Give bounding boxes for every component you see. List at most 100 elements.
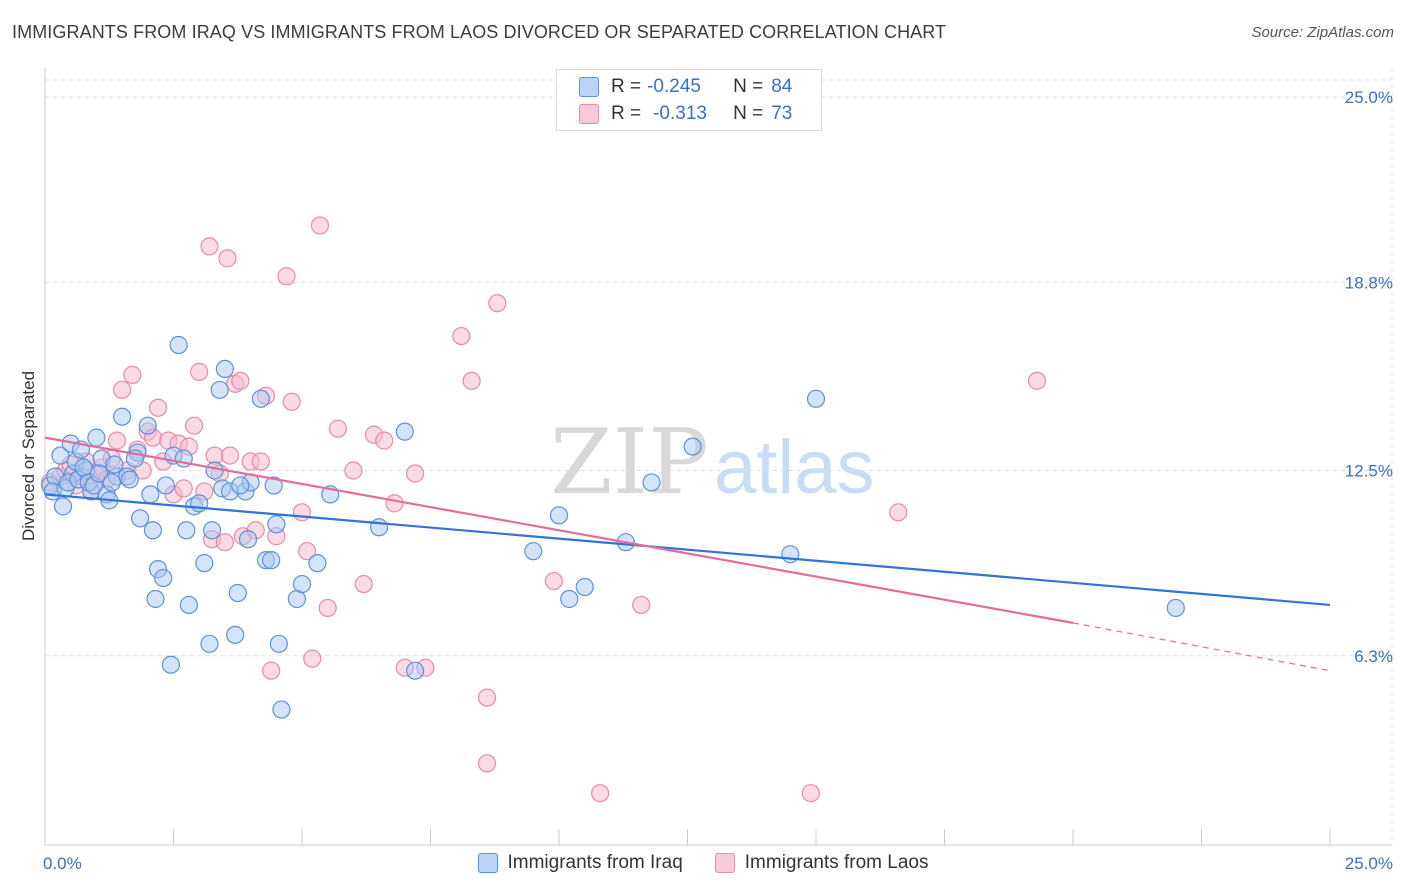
- laos-trend-line: [44, 436, 1074, 624]
- legend-n-value: 84: [771, 76, 793, 97]
- laos-point: [251, 452, 270, 471]
- laos-point: [190, 362, 209, 381]
- iraq-point: [549, 506, 569, 525]
- iraq-point: [177, 521, 196, 540]
- laos-point: [477, 754, 497, 773]
- iraq-point: [292, 574, 312, 594]
- laos-point: [174, 479, 193, 498]
- legend-n-value: 73: [771, 103, 793, 124]
- laos-point: [405, 464, 425, 483]
- iraq-point: [210, 380, 229, 399]
- series-legend-label: Immigrants from Iraq: [507, 852, 683, 873]
- iraq-point: [264, 476, 283, 495]
- trend-lines: [44, 436, 1331, 672]
- chart-title: IMMIGRANTS FROM IRAQ VS IMMIGRANTS FROM …: [12, 22, 947, 42]
- laos-point: [184, 416, 204, 435]
- iraq-point: [156, 476, 175, 495]
- laos-point: [375, 431, 394, 450]
- legend-r-label: R =: [611, 76, 642, 97]
- laos-point: [298, 542, 317, 561]
- iraq-point: [1166, 598, 1185, 618]
- y-tick-label: 6.3%: [1354, 647, 1393, 666]
- laos-point: [344, 461, 363, 480]
- series-legend-label: Immigrants from Laos: [744, 852, 929, 873]
- laos-point: [220, 446, 240, 465]
- iraq-point: [202, 521, 222, 540]
- laos-point: [477, 688, 497, 707]
- iraq-point: [89, 464, 109, 483]
- y-tick-label: 18.8%: [1345, 273, 1393, 292]
- iraq-point: [154, 568, 173, 588]
- watermark: ZIP atlas: [550, 410, 875, 515]
- iraq-points: [41, 335, 1185, 719]
- series-legend-iraq: Immigrants from Iraq: [477, 852, 683, 874]
- iraq-point: [267, 515, 286, 534]
- laos-point: [277, 267, 296, 286]
- iraq-point: [105, 455, 124, 474]
- laos-point: [148, 398, 168, 417]
- iraq-point: [179, 595, 199, 615]
- iraq-swatch: [477, 853, 498, 873]
- iraq-point: [143, 521, 163, 540]
- laos-point: [123, 365, 142, 384]
- laos-point: [215, 533, 234, 552]
- laos-swatch: [714, 853, 735, 873]
- laos-point: [385, 494, 404, 513]
- laos-point: [452, 326, 471, 346]
- legend-r-value: -0.313: [653, 103, 707, 124]
- legend-n-label: N =: [733, 76, 764, 97]
- legend-row-laos: R = -0.313 N = 73: [579, 100, 792, 128]
- iraq-point: [269, 634, 288, 653]
- laos-point: [218, 249, 237, 268]
- laos-trend-extension: [1072, 622, 1331, 672]
- legend-row-iraq: R = -0.245 N = 84: [579, 73, 792, 101]
- iraq-point: [215, 359, 234, 379]
- iraq-trend-line: [44, 493, 1331, 607]
- laos-point: [112, 380, 132, 399]
- iraq-point: [205, 461, 224, 480]
- laos-point: [292, 503, 312, 522]
- iraq-point: [405, 661, 425, 680]
- iraq-point: [195, 554, 214, 573]
- laos-point: [200, 237, 219, 256]
- laos-point: [107, 431, 127, 450]
- iraq-point: [262, 551, 281, 570]
- source-credit: Source: ZipAtlas.com: [1251, 24, 1394, 41]
- iraq-point: [190, 494, 209, 513]
- y-tick-label: 25.0%: [1345, 88, 1393, 107]
- watermark-zip: ZIP: [550, 410, 709, 515]
- watermark-atlas: atlas: [714, 425, 875, 510]
- laos-point: [462, 371, 481, 390]
- legend-r-label: R =: [611, 103, 642, 124]
- x-tick-labels: 0.0% 25.0%: [43, 854, 1393, 873]
- laos-point: [303, 649, 322, 668]
- iraq-point: [395, 422, 414, 441]
- iraq-point: [524, 542, 543, 561]
- iraq-point: [138, 416, 157, 435]
- iraq-point: [308, 554, 327, 573]
- laos-point: [544, 571, 563, 591]
- legend-r-value: -0.245: [647, 76, 701, 97]
- iraq-point: [53, 497, 73, 516]
- iraq-point: [806, 389, 826, 408]
- iraq-point: [231, 476, 250, 495]
- series-legend: Immigrants from Iraq Immigrants from Lao…: [0, 852, 1406, 874]
- x-tick-label: 25.0%: [1345, 854, 1393, 873]
- iraq-point: [238, 530, 258, 549]
- iraq-point: [560, 589, 579, 609]
- laos-point: [231, 371, 250, 390]
- iraq-point: [370, 518, 389, 537]
- x-tick-label: 0.0%: [43, 854, 82, 873]
- laos-point: [1027, 371, 1047, 390]
- iraq-point: [226, 625, 245, 644]
- laos-point: [591, 784, 610, 803]
- laos-point: [282, 392, 301, 411]
- laos-point: [262, 661, 281, 680]
- iraq-point: [575, 577, 594, 597]
- laos-point: [318, 598, 337, 618]
- laos-point: [328, 419, 348, 438]
- laos-point: [632, 595, 651, 615]
- laos-point: [488, 294, 507, 313]
- laos-swatch: [579, 104, 599, 124]
